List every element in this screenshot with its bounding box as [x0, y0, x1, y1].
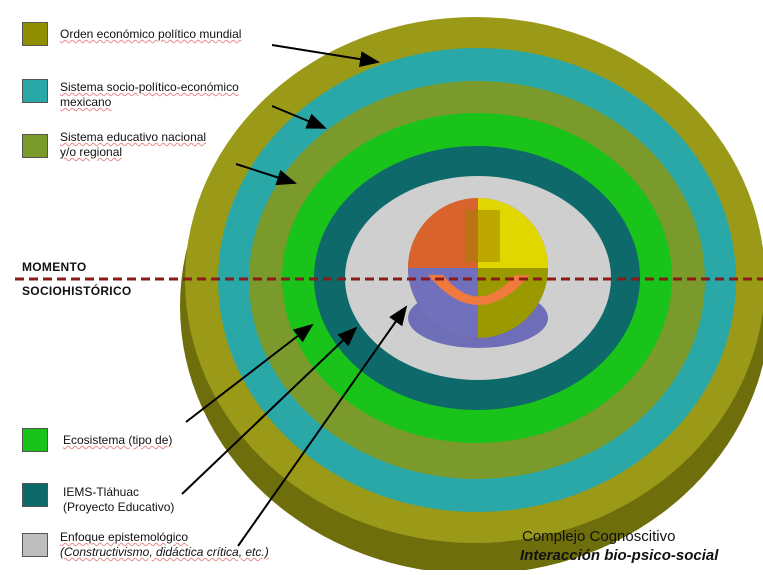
legend-label-orden-economico: Orden económico político mundial: [60, 27, 242, 41]
arrow-ecosistema: [185, 323, 314, 423]
complejo-cognoscitivo-subtitle: Interacción bio-psico-social: [520, 547, 719, 564]
momento-label: MOMENTO: [22, 260, 87, 274]
legend-label-ecosistema: Ecosistema (tipo de): [63, 433, 173, 447]
legend-swatch-iems-tlahuac: [22, 483, 48, 507]
sociohistorico-label: SOCIOHISTÓRICO: [22, 284, 132, 298]
legend-label-enfoque-epistemologico: Enfoque epistemológico (Constructivismo,…: [60, 530, 269, 559]
arrow-enfoque-epistemologico: [237, 305, 408, 547]
arrow-iems-tlahuac: [181, 326, 358, 495]
arrow-sistema-educativo: [235, 163, 297, 186]
legend-label-iems-tlahuac: IEMS-Tláhuac (Proyecto Educativo): [63, 485, 175, 514]
legend-swatch-enfoque-epistemologico: [22, 533, 48, 557]
legend-label-sistema-educativo: Sistema educativo nacional y/o regional: [60, 130, 207, 159]
legend-swatch-sistema-socio-politico: [22, 79, 48, 103]
arrow-orden-economico: [271, 44, 380, 68]
complejo-cognoscitivo-title: Complejo Cognoscitivo: [522, 528, 676, 545]
complejo-cognoscitivo-sphere: [408, 198, 548, 348]
arrow-sistema-socio-politico: [271, 105, 327, 129]
legend-label-sistema-socio-politico: Sistema socio-político-económico mexican…: [60, 80, 239, 109]
legend-swatch-sistema-educativo: [22, 134, 48, 158]
legend-swatch-ecosistema: [22, 428, 48, 452]
legend-swatch-orden-economico: [22, 22, 48, 46]
